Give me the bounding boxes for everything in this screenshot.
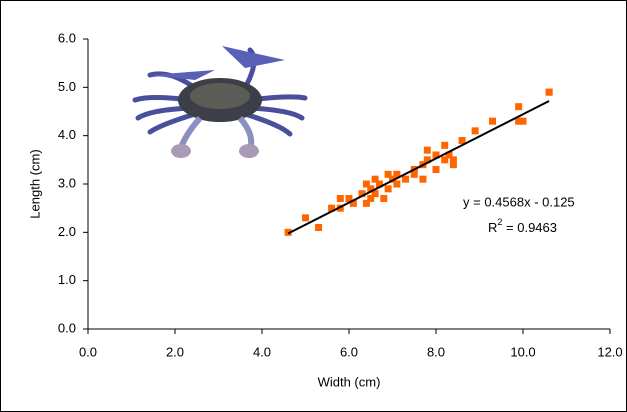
point [441, 156, 449, 164]
point [445, 151, 453, 159]
y-tick-label: 0.0 [58, 320, 76, 335]
point [515, 117, 523, 125]
point [336, 195, 344, 202]
point [449, 156, 457, 164]
y-tick-label: 6.0 [58, 30, 76, 45]
trendline [287, 100, 550, 235]
point [410, 170, 418, 178]
y-tick-label: 2.0 [58, 224, 76, 239]
r-squared: R2 = 0.9463 [488, 217, 557, 235]
point [284, 228, 292, 236]
x-tick-label: 12.0 [597, 344, 622, 359]
point [384, 170, 392, 178]
point [302, 214, 309, 222]
x-axis-label: Width (cm) [318, 374, 381, 389]
point [336, 204, 344, 212]
point [384, 185, 392, 193]
point [449, 161, 457, 169]
point [432, 151, 440, 159]
point [393, 170, 401, 178]
point [471, 127, 479, 135]
point [489, 117, 497, 125]
point [389, 175, 396, 183]
point [515, 103, 523, 111]
point [358, 190, 366, 198]
point [371, 175, 379, 183]
y-tick-label: 5.0 [58, 79, 76, 94]
point [393, 180, 401, 188]
point [367, 185, 375, 193]
y-axis-label: Length (cm) [27, 149, 42, 218]
point [432, 166, 440, 173]
point [345, 195, 353, 202]
point [371, 190, 379, 198]
x-tick-label: 6.0 [340, 344, 358, 359]
x-tick-label: 8.0 [427, 344, 445, 359]
y-tick-label: 1.0 [58, 272, 76, 287]
x-tick-label: 10.0 [510, 344, 535, 359]
r-squared-base: R [488, 220, 497, 235]
point [441, 141, 449, 149]
point [380, 195, 388, 202]
point [375, 180, 383, 188]
point [519, 117, 527, 125]
point [367, 195, 375, 202]
x-tick-label: 2.0 [166, 344, 184, 359]
x-tick-label: 4.0 [253, 344, 271, 359]
x-tick-label: 0.0 [79, 344, 97, 359]
r-squared-sup: 2 [497, 217, 502, 227]
point [545, 88, 553, 96]
point [362, 199, 370, 207]
point [328, 204, 336, 212]
y-tick-label: 3.0 [58, 175, 76, 190]
y-tick-label: 4.0 [58, 127, 76, 142]
point [349, 199, 357, 207]
r-squared-value: = 0.9463 [502, 220, 557, 235]
crab-image [132, 46, 308, 158]
point [458, 137, 466, 144]
point [402, 175, 410, 183]
point [423, 156, 431, 164]
point [315, 224, 323, 231]
point [423, 146, 431, 154]
trendline-equation: y = 0.4568x - 0.125 [463, 194, 575, 209]
point [362, 180, 370, 188]
point [419, 175, 427, 183]
